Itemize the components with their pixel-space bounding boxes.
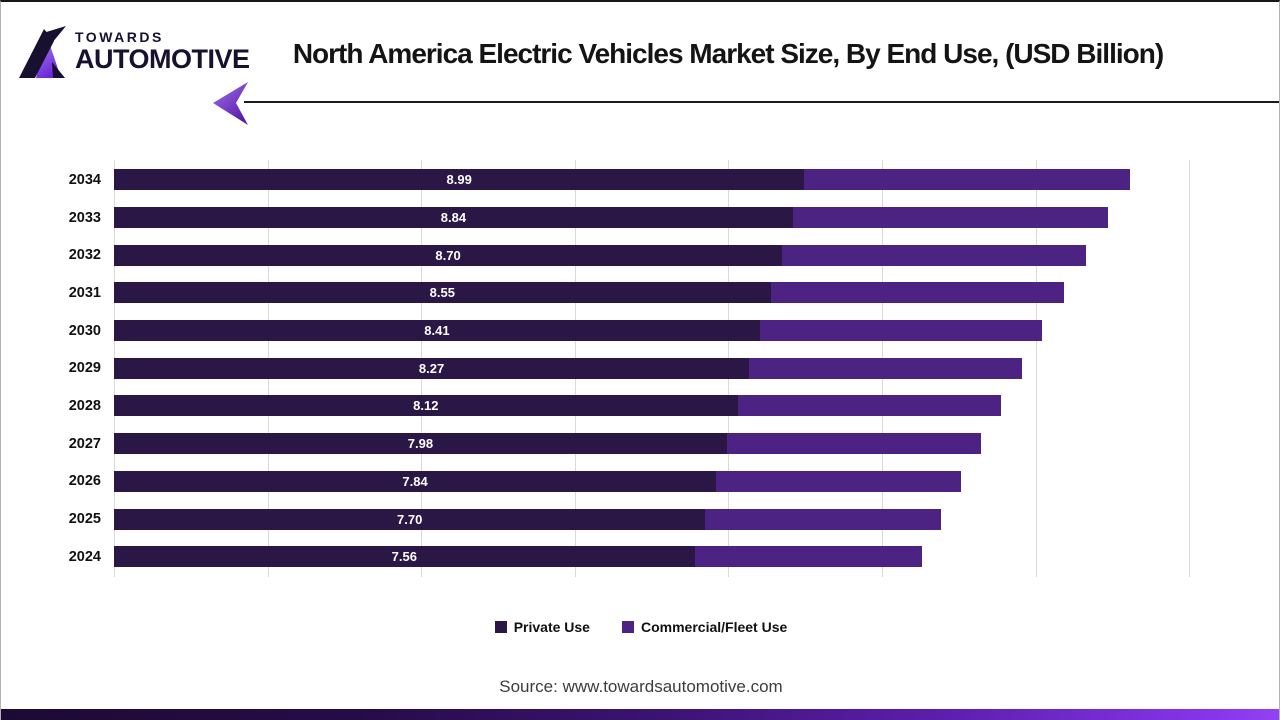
bar-track: 7.56: [114, 546, 922, 568]
bar-row: 2025 7.70: [1, 500, 1241, 538]
legend-label: Private Use: [513, 619, 590, 635]
header-divider-line: [244, 101, 1279, 103]
bar-track: 8.99: [114, 169, 1131, 191]
year-label: 2030: [68, 322, 101, 339]
year-label: 2025: [68, 511, 101, 528]
footer-gradient-bar: [1, 709, 1279, 720]
bar-row: 2024 7.56: [1, 538, 1241, 576]
x-gridline: [1035, 160, 1037, 577]
bar-segment-commercial-fleet-use: [804, 169, 1131, 191]
bar-value-label: 8.27: [418, 360, 445, 376]
bar-segment-commercial-fleet-use: [749, 357, 1022, 379]
bar-value-label: 8.41: [424, 323, 450, 339]
bar-track: 8.70: [114, 244, 1087, 266]
bar-segment-private-use: 8.84: [114, 207, 793, 229]
bar-value-label: 7.70: [397, 511, 423, 527]
bar-value-label: 7.56: [391, 549, 417, 565]
bar-track: 8.55: [114, 282, 1064, 304]
towards-automotive-logo: TOWARDS AUTOMOTIVE: [19, 26, 250, 78]
bar-segment-private-use: 8.12: [114, 395, 738, 417]
year-label: 2032: [68, 247, 101, 264]
bar-row: 2030 8.41: [1, 312, 1241, 350]
legend-swatch-icon: [621, 621, 634, 633]
chart-legend: Private Use Commercial/Fleet Use: [1, 619, 1279, 635]
bar-value-label: 8.12: [413, 398, 439, 414]
bar-segment-private-use: 7.98: [114, 433, 727, 455]
bar-value-label: 8.55: [429, 285, 455, 301]
bar-row: 2034 8.99: [1, 161, 1241, 199]
bar-track: 7.70: [114, 508, 942, 530]
bar-value-label: 8.70: [435, 247, 461, 263]
bar-segment-private-use: 8.99: [114, 169, 805, 191]
bar-value-label: 8.84: [440, 210, 467, 226]
bar-value-label: 7.84: [402, 473, 428, 489]
logo-text-towards: TOWARDS: [75, 29, 164, 45]
left-arrow-icon: [213, 82, 248, 125]
bar-segment-commercial-fleet-use: [705, 508, 942, 530]
bar-track: 8.41: [114, 320, 1043, 342]
bar-track: 7.98: [114, 433, 982, 455]
bar-track: 7.84: [114, 470, 962, 492]
bar-segment-private-use: 8.27: [114, 357, 750, 379]
logo-text-automotive: AUTOMOTIVE: [75, 44, 250, 74]
year-label: 2033: [68, 209, 101, 226]
logo-text: TOWARDS AUTOMOTIVE: [75, 26, 250, 74]
bar-row: 2027 7.98: [1, 425, 1241, 463]
bar-segment-private-use: 8.41: [114, 320, 760, 342]
stacked-bar-chart: 2034 8.99 2033 8.84 2032 8.70 2031 8.55 2030 8.41…: [1, 160, 1241, 577]
bar-segment-private-use: 7.84: [114, 470, 717, 492]
bar-segment-commercial-fleet-use: [759, 320, 1043, 342]
bar-track: 8.27: [114, 357, 1022, 379]
bar-value-label: 8.99: [446, 172, 472, 188]
legend-item-private-use: Private Use: [494, 619, 590, 635]
bar-rows: 2034 8.99 2033 8.84 2032 8.70 2031 8.55 2030 8.41…: [1, 161, 1241, 576]
bar-segment-commercial-fleet-use: [726, 433, 982, 455]
x-gridline: [1189, 160, 1191, 577]
bar-segment-commercial-fleet-use: [792, 207, 1108, 229]
bar-segment-commercial-fleet-use: [782, 244, 1087, 266]
bar-row: 2032 8.70: [1, 236, 1241, 274]
bar-track: 8.84: [114, 207, 1108, 229]
bar-row: 2033 8.84: [1, 199, 1241, 237]
logo-a-icon: [19, 26, 66, 78]
legend-swatch-icon: [494, 621, 507, 633]
chart-title: North America Electric Vehicles Market S…: [292, 38, 1164, 69]
year-label: 2026: [68, 473, 101, 490]
bar-segment-private-use: 8.55: [114, 282, 771, 304]
bar-track: 8.12: [114, 395, 1002, 417]
year-label: 2027: [68, 435, 101, 452]
bar-segment-commercial-fleet-use: [694, 546, 922, 568]
bar-row: 2031 8.55: [1, 274, 1241, 312]
legend-item-commercial-fleet-use: Commercial/Fleet Use: [621, 619, 788, 635]
legend-label: Commercial/Fleet Use: [640, 619, 788, 635]
year-label: 2031: [68, 284, 101, 301]
year-label: 2024: [68, 548, 101, 565]
year-label: 2028: [68, 397, 101, 414]
bar-segment-commercial-fleet-use: [737, 395, 1002, 417]
bar-segment-private-use: 8.70: [114, 244, 783, 266]
bar-row: 2029 8.27: [1, 349, 1241, 387]
bar-row: 2026 7.84: [1, 463, 1241, 501]
bar-segment-commercial-fleet-use: [716, 470, 962, 492]
year-label: 2034: [68, 171, 101, 188]
year-label: 2029: [68, 360, 101, 377]
bar-row: 2028 8.12: [1, 387, 1241, 425]
source-text: Source: www.towardsautomotive.com: [499, 677, 783, 696]
bar-segment-private-use: 7.56: [114, 546, 695, 568]
bar-segment-private-use: 7.70: [114, 508, 706, 530]
bar-value-label: 7.98: [407, 436, 434, 452]
bar-segment-commercial-fleet-use: [770, 282, 1064, 304]
